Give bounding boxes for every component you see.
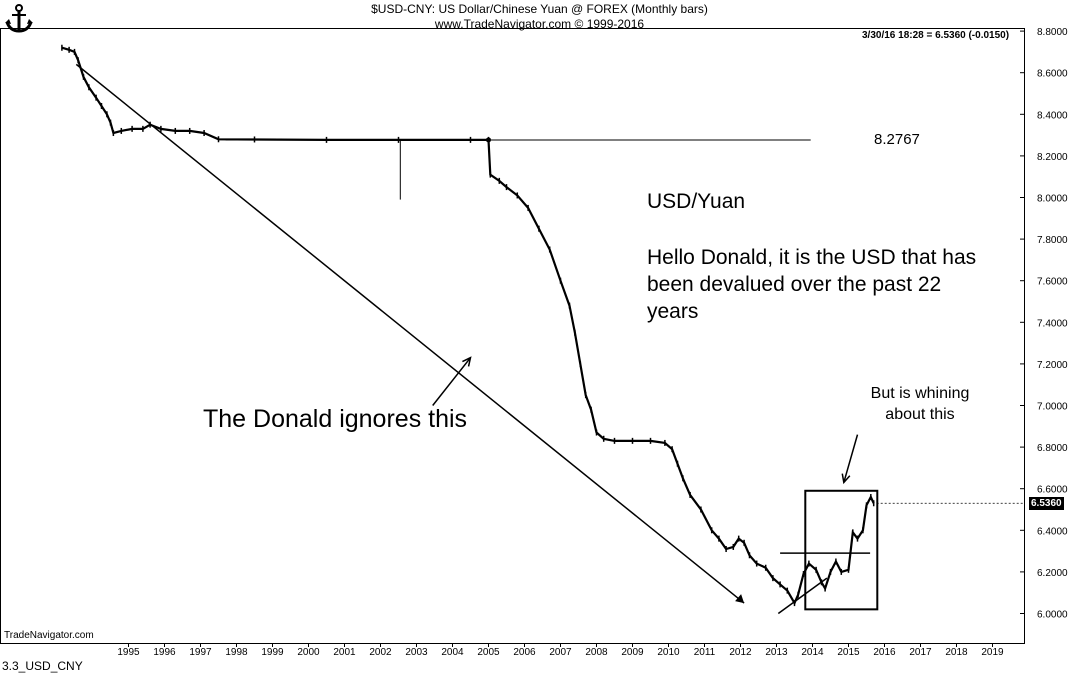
- y-tick-label-6.8000: 6.8000: [1037, 443, 1068, 454]
- y-axis: 6.0000 6.2000 6.4000 6.6000 6.8000 7.0000 7.20…: [1020, 27, 1068, 621]
- rising-support-line: [777, 577, 828, 615]
- figure-label: 3.3_USD_CNY: [2, 659, 83, 673]
- x-tick-label-2012: 2012: [729, 647, 752, 658]
- chart-title: $USD-CNY: US Dollar/Chinese Yuan @ FOREX…: [371, 2, 708, 16]
- x-tick-label-2014: 2014: [801, 647, 824, 658]
- y-tick-label-7.4000: 7.4000: [1037, 318, 1068, 329]
- annotation-arrowhead-0: [462, 356, 472, 367]
- x-tick-label-2005: 2005: [477, 647, 500, 658]
- y-tick-label-6.4000: 6.4000: [1037, 526, 1068, 537]
- chart-subtitle: www.TradeNavigator.com © 1999-2016: [434, 17, 645, 31]
- x-tick-label-2019: 2019: [981, 647, 1004, 658]
- fixed-level-label: 8.2767: [874, 131, 920, 148]
- x-tick-label-1999: 1999: [261, 647, 284, 658]
- trendline-arrowhead: [735, 594, 745, 604]
- y-tick-label-7.2000: 7.2000: [1037, 360, 1068, 371]
- anchor-logo-icon: [5, 4, 33, 33]
- x-tick-label-2003: 2003: [405, 647, 428, 658]
- chart-overlays: [75, 63, 1025, 615]
- annotation-arrow-1: [843, 434, 859, 483]
- x-tick-label-1997: 1997: [189, 647, 212, 658]
- long-trendline: [75, 63, 745, 604]
- y-tick-label-8.4000: 8.4000: [1037, 110, 1068, 121]
- x-tick-label-2009: 2009: [621, 647, 644, 658]
- whining-annotation: But is whining about this: [870, 385, 970, 423]
- pair-annotation: USD/Yuan: [647, 190, 746, 213]
- y-tick-label-6.0000: 6.0000: [1037, 610, 1068, 621]
- y-tick-label-8.8000: 8.8000: [1037, 27, 1068, 38]
- x-tick-label-2016: 2016: [873, 647, 896, 658]
- highlight-box: [804, 489, 879, 611]
- x-axis: 1995 1996 1997 1998 1999 2000 2001 2002 2003 2004…: [117, 643, 1004, 658]
- x-tick-label-2004: 2004: [441, 647, 464, 658]
- y-tick-label-7.8000: 7.8000: [1037, 235, 1068, 246]
- y-tick-label-8.2000: 8.2000: [1037, 152, 1068, 163]
- x-tick-label-2017: 2017: [909, 647, 932, 658]
- y-tick-label-6.2000: 6.2000: [1037, 568, 1068, 579]
- x-tick-label-2006: 2006: [513, 647, 536, 658]
- x-tick-label-2013: 2013: [765, 647, 788, 658]
- x-tick-label-1996: 1996: [153, 647, 176, 658]
- last-quote: 3/30/16 18:28 = 6.5360 (-0.0150): [862, 30, 1010, 41]
- annotation-arrow-0: [432, 357, 472, 406]
- message-annotation: Hello Donald, it is the USD that has bee…: [647, 246, 977, 323]
- last-price-tag: 6.5360: [1029, 497, 1064, 510]
- x-tick-label-2008: 2008: [585, 647, 608, 658]
- plot-border: [0, 28, 1025, 644]
- x-tick-label-2002: 2002: [369, 647, 392, 658]
- x-tick-label-2001: 2001: [333, 647, 356, 658]
- x-tick-label-1995: 1995: [117, 647, 140, 658]
- y-tick-label-7.6000: 7.6000: [1037, 277, 1068, 288]
- plot-frame: [0, 28, 1025, 644]
- x-tick-label-2000: 2000: [297, 647, 320, 658]
- y-tick-label-8.6000: 8.6000: [1037, 69, 1068, 80]
- x-tick-label-1998: 1998: [225, 647, 248, 658]
- x-tick-label-2018: 2018: [945, 647, 968, 658]
- annotation-arrowhead-1: [841, 473, 851, 485]
- y-tick-label-8.0000: 8.0000: [1037, 194, 1068, 205]
- price-line-0: [61, 46, 875, 606]
- x-tick-label-2007: 2007: [549, 647, 572, 658]
- y-tick-label-7.0000: 7.0000: [1037, 402, 1068, 413]
- y-tick-label-6.6000: 6.6000: [1037, 485, 1068, 496]
- x-tick-label-2010: 2010: [657, 647, 680, 658]
- x-tick-label-2011: 2011: [694, 647, 716, 658]
- watermark: TradeNavigator.com: [4, 630, 94, 641]
- x-tick-label-2015: 2015: [837, 647, 860, 658]
- ignore-annotation: The Donald ignores this: [203, 405, 468, 433]
- price-series-layer: [61, 44, 875, 607]
